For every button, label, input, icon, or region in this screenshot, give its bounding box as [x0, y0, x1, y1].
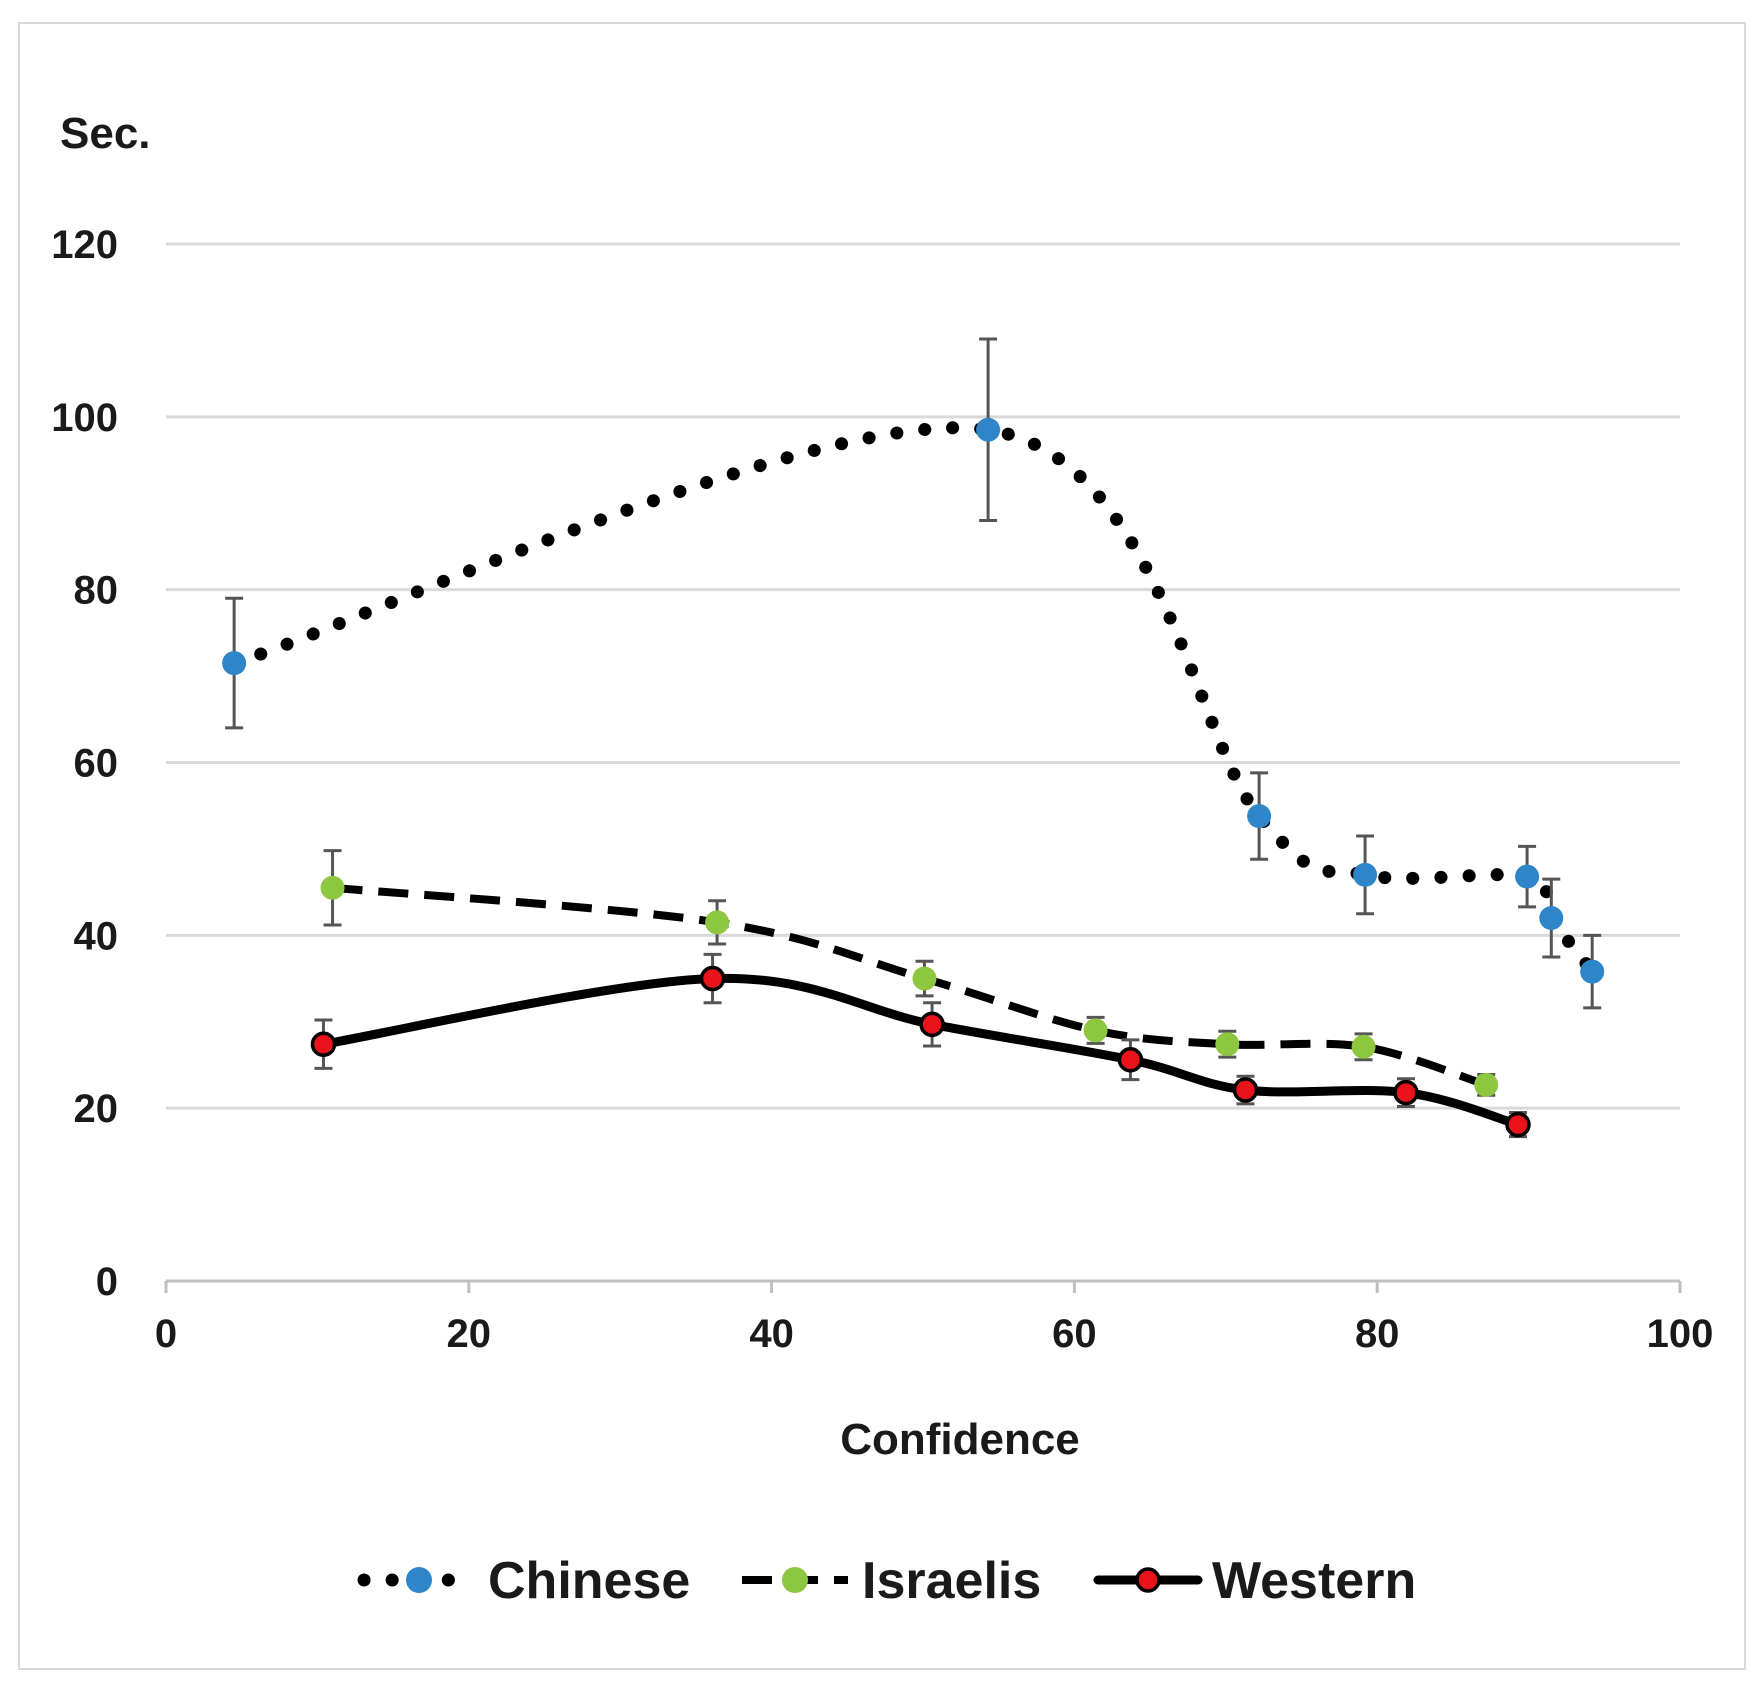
- legend-label-western: Western: [1212, 1552, 1416, 1610]
- data-point-israelis: [912, 966, 937, 991]
- data-point-western: [1232, 1077, 1259, 1103]
- x-tick-label-40: 40: [749, 1312, 794, 1356]
- tick-labels: 0 20 40 60 80 100 120 0 20 40 60 80 100: [51, 223, 1713, 1356]
- legend-item-chinese: Chinese: [357, 1552, 690, 1610]
- x-axis-title: Confidence: [840, 1415, 1080, 1464]
- data-point-chinese: [976, 417, 1001, 442]
- legend-marker-western: [1135, 1567, 1161, 1593]
- data-point-israelis: [1083, 1018, 1108, 1043]
- data-point-chinese: [1539, 906, 1564, 931]
- legend-item-israelis: Israelis: [742, 1552, 1041, 1610]
- data-point-western: [1505, 1111, 1531, 1138]
- data-point-western: [919, 1011, 945, 1038]
- data-point-israelis: [1474, 1072, 1499, 1097]
- gridlines: [166, 242, 1680, 1110]
- x-tick-label-80: 80: [1355, 1312, 1400, 1356]
- data-point-israelis: [1215, 1032, 1240, 1057]
- y-tick-label-60: 60: [74, 742, 119, 786]
- data-point-western: [1117, 1047, 1144, 1073]
- legend: Chinese Israelis Western: [357, 1552, 1416, 1610]
- series-line-western: [318, 973, 1523, 1130]
- data-point-western: [1393, 1079, 1419, 1106]
- legend-marker-israelis: [782, 1567, 808, 1593]
- data-point-chinese: [1515, 864, 1540, 889]
- data-point-chinese: [1247, 804, 1272, 829]
- data-point-israelis: [320, 875, 345, 900]
- x-tick-label-20: 20: [447, 1312, 492, 1356]
- legend-item-western: Western: [1093, 1552, 1416, 1610]
- y-tick-label-80: 80: [74, 569, 119, 613]
- series-western: [310, 952, 1531, 1139]
- series-group: [222, 337, 1605, 1139]
- y-tick-label-100: 100: [51, 396, 118, 440]
- x-axis: [164, 1279, 1682, 1293]
- y-axis-title: Sec.: [60, 109, 151, 158]
- x-tick-label-60: 60: [1052, 1312, 1097, 1356]
- data-point-western: [310, 1031, 337, 1057]
- chart-frame: [18, 22, 1746, 1670]
- series-line-chinese: [227, 421, 1599, 979]
- data-point-chinese: [1353, 862, 1378, 887]
- y-tick-label-120: 120: [51, 223, 118, 267]
- x-tick-label-100: 100: [1647, 1312, 1714, 1356]
- data-point-western: [699, 965, 726, 992]
- data-point-israelis: [705, 910, 730, 935]
- series-line-israelis: [332, 883, 1488, 1089]
- data-point-chinese: [1580, 959, 1605, 984]
- series-chinese: [222, 337, 1605, 1010]
- legend-marker-chinese: [406, 1567, 432, 1593]
- y-tick-label-40: 40: [74, 914, 119, 958]
- y-tick-label-20: 20: [74, 1087, 119, 1131]
- series-israelis: [320, 849, 1499, 1097]
- legend-label-chinese: Chinese: [488, 1552, 690, 1610]
- legend-label-israelis: Israelis: [862, 1552, 1041, 1610]
- data-point-israelis: [1351, 1034, 1376, 1059]
- y-tick-label-0: 0: [96, 1260, 118, 1304]
- x-tick-label-0: 0: [155, 1312, 177, 1356]
- data-point-chinese: [222, 651, 247, 676]
